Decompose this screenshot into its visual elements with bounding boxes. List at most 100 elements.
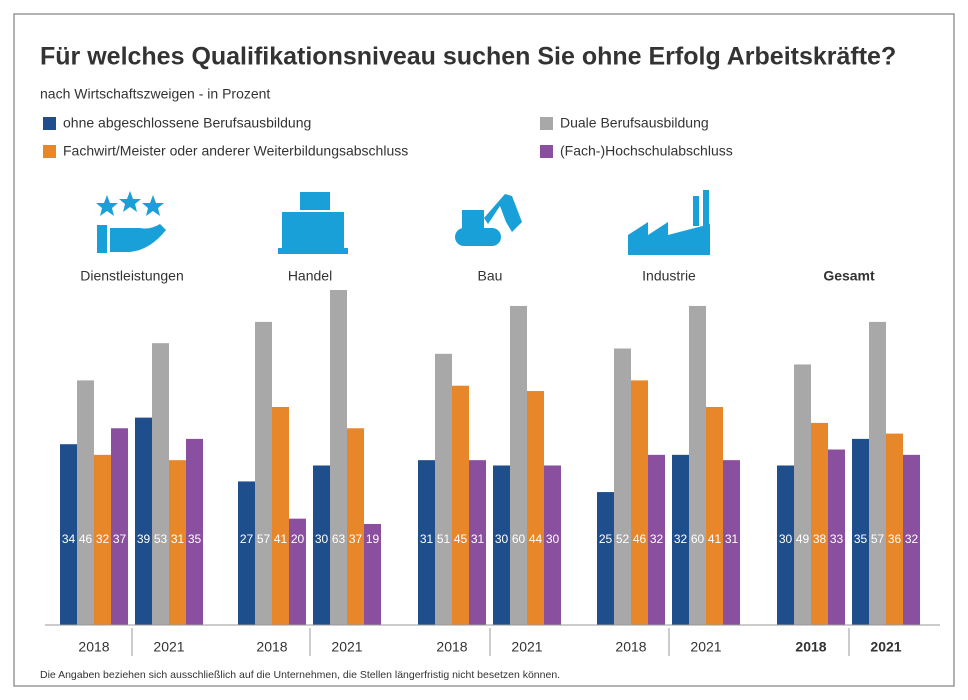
bar — [169, 460, 186, 625]
bar — [672, 454, 689, 625]
x-tick-label: 2018 — [615, 639, 646, 655]
bar — [631, 380, 648, 625]
x-tick-label: 2021 — [153, 639, 184, 655]
value-label: 31 — [171, 532, 185, 546]
x-tick-label: 2021 — [690, 639, 721, 655]
value-label: 37 — [113, 532, 127, 546]
legend-label: Duale Berufsausbildung — [560, 115, 709, 131]
bar — [886, 433, 903, 625]
bar — [869, 321, 886, 625]
x-tick-label: 2021 — [331, 639, 362, 655]
bar — [94, 454, 111, 625]
bar — [706, 406, 723, 625]
bar — [828, 449, 845, 625]
bar — [272, 406, 289, 625]
value-label: 31 — [725, 532, 739, 546]
value-label: 32 — [905, 532, 919, 546]
bar — [689, 305, 706, 625]
value-label: 25 — [599, 532, 613, 546]
legend-label: (Fach-)Hochschulabschluss — [560, 143, 733, 159]
bar — [777, 465, 794, 625]
value-label: 53 — [154, 532, 168, 546]
bar — [527, 391, 544, 625]
legend-label: Fachwirt/Meister oder anderer Weiterbild… — [63, 143, 408, 159]
bar — [794, 364, 811, 625]
value-label: 39 — [137, 532, 151, 546]
icon-excavator — [455, 194, 522, 246]
bar — [238, 481, 255, 625]
value-label: 37 — [349, 532, 363, 546]
bar — [418, 460, 435, 625]
legend-swatch — [540, 145, 553, 158]
value-label: 33 — [830, 532, 844, 546]
bar — [811, 422, 828, 625]
value-label: 57 — [257, 532, 271, 546]
bar — [111, 428, 128, 625]
bar — [347, 428, 364, 625]
x-tick-label: 2018 — [78, 639, 109, 655]
group-label: Bau — [478, 268, 503, 284]
value-label: 30 — [495, 532, 509, 546]
legend-swatch — [43, 117, 56, 130]
legend-swatch — [540, 117, 553, 130]
value-label: 31 — [471, 532, 485, 546]
value-label: 45 — [454, 532, 468, 546]
bar — [648, 454, 665, 625]
value-label: 44 — [529, 532, 543, 546]
group-label: Gesamt — [823, 268, 875, 284]
chart-title: Für welches Qualifikationsniveau suchen … — [40, 43, 896, 71]
bar — [330, 290, 347, 625]
bar — [135, 417, 152, 625]
subtitle: nach Wirtschaftszweigen - in Prozent — [40, 86, 270, 102]
value-label: 30 — [779, 532, 793, 546]
x-tick-label: 2018 — [256, 639, 287, 655]
value-label: 60 — [512, 532, 526, 546]
value-label: 63 — [332, 532, 346, 546]
bar — [364, 523, 381, 625]
bar — [544, 465, 561, 625]
bar — [313, 465, 330, 625]
bar — [435, 353, 452, 625]
x-tick-label: 2018 — [436, 639, 467, 655]
bar — [289, 518, 306, 625]
value-label: 41 — [274, 532, 288, 546]
value-label: 60 — [691, 532, 705, 546]
group-label: Industrie — [642, 268, 696, 284]
value-label: 49 — [796, 532, 810, 546]
group-label: Handel — [288, 268, 332, 284]
bar — [452, 385, 469, 625]
bar — [152, 343, 169, 625]
bar — [510, 305, 527, 625]
value-label: 38 — [813, 532, 827, 546]
legend-label: ohne abgeschlossene Berufsausbildung — [63, 115, 311, 131]
value-label: 30 — [546, 532, 560, 546]
x-tick-label: 2021 — [870, 639, 901, 655]
bar — [852, 438, 869, 625]
value-label: 36 — [888, 532, 902, 546]
icon-services — [96, 191, 166, 253]
value-label: 32 — [650, 532, 664, 546]
value-label: 19 — [366, 532, 380, 546]
value-label: 46 — [79, 532, 93, 546]
value-label: 52 — [616, 532, 630, 546]
x-tick-label: 2018 — [795, 639, 826, 655]
bar — [493, 465, 510, 625]
value-label: 32 — [96, 532, 110, 546]
value-label: 27 — [240, 532, 254, 546]
bar — [186, 438, 203, 625]
value-label: 57 — [871, 532, 885, 546]
value-label: 46 — [633, 532, 647, 546]
bar — [597, 492, 614, 625]
value-label: 20 — [291, 532, 305, 546]
bar — [903, 454, 920, 625]
bar — [469, 460, 486, 625]
value-label: 35 — [854, 532, 868, 546]
icon-factory — [628, 190, 710, 255]
footnote: Die Angaben beziehen sich ausschließlich… — [40, 669, 560, 681]
value-label: 41 — [708, 532, 722, 546]
bar — [723, 460, 740, 625]
value-label: 30 — [315, 532, 329, 546]
legend-swatch — [43, 145, 56, 158]
x-tick-label: 2021 — [511, 639, 542, 655]
